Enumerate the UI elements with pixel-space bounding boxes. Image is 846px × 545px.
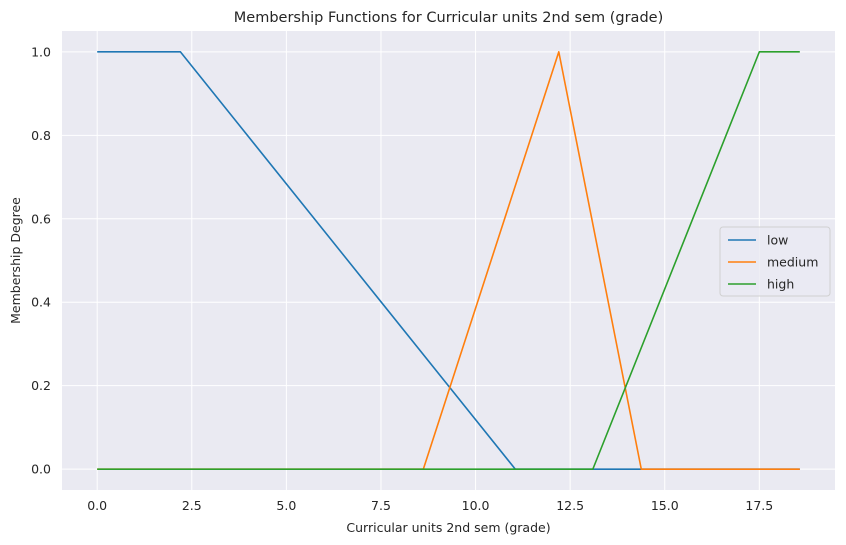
x-axis-label: Curricular units 2nd sem (grade)	[346, 520, 550, 535]
y-tick-label: 0.2	[31, 378, 51, 393]
series-lines	[97, 51, 800, 470]
y-tick-label: 0.6	[31, 211, 51, 226]
series-line-high	[97, 51, 800, 470]
chart-title: Membership Functions for Curricular unit…	[234, 10, 663, 26]
legend-label-medium: medium	[767, 255, 818, 270]
x-tick-label: 17.5	[745, 498, 773, 513]
legend-box	[719, 226, 831, 297]
x-tick-label: 2.5	[182, 498, 202, 513]
x-tick-label: 12.5	[556, 498, 584, 513]
x-tick-label: 15.0	[651, 498, 679, 513]
x-tick-label: 10.0	[462, 498, 490, 513]
plot-area	[62, 31, 835, 490]
legend-label-low: low	[767, 233, 788, 248]
y-tick-label: 0.8	[31, 128, 51, 143]
y-axis-label: Membership Degree	[8, 197, 23, 324]
y-tick-label: 1.0	[31, 44, 51, 59]
y-tick-label: 0.0	[31, 462, 51, 477]
x-tick-label: 0.0	[87, 498, 107, 513]
x-tick-label: 5.0	[276, 498, 296, 513]
x-tick-label: 7.5	[371, 498, 391, 513]
y-tick-label: 0.4	[31, 295, 51, 310]
legend-label-high: high	[767, 277, 794, 292]
tick-labels: 0.0 2.5 5.0 7.5 10.0 12.5 15.0 17.5 0.0 0.2 0.4 0.6…	[31, 44, 773, 513]
legend: low medium high	[719, 226, 831, 297]
